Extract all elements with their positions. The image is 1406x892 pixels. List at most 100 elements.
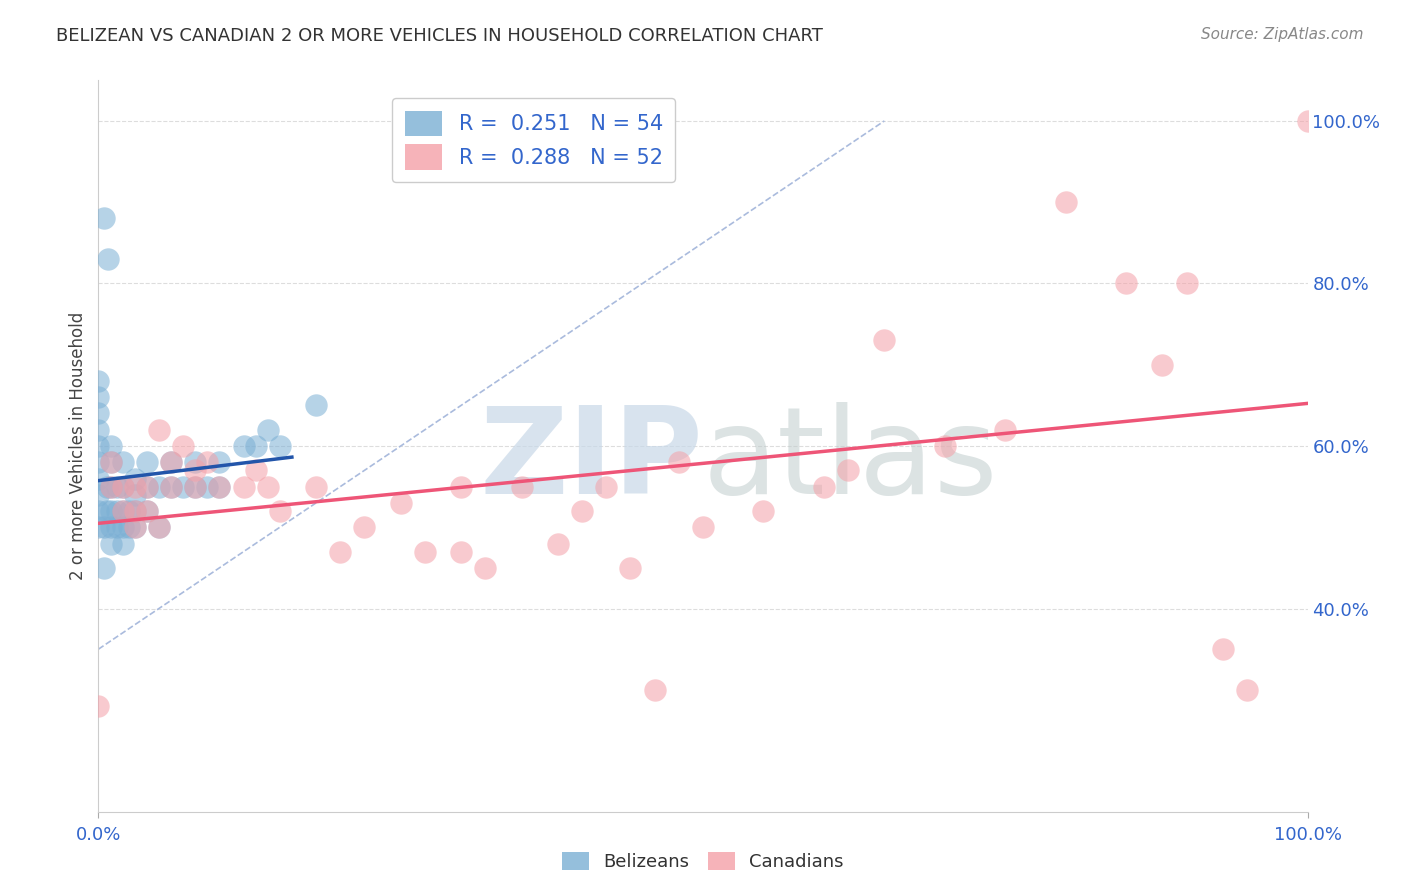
Point: [111, 520, 134, 534]
Point: [93, 561, 115, 575]
Point: [105, 520, 128, 534]
Point: [100, 520, 122, 534]
Point: [93, 520, 115, 534]
Point: [124, 520, 146, 534]
Point: [87, 439, 110, 453]
Point: [1152, 358, 1174, 372]
Text: BELIZEAN VS CANADIAN 2 OR MORE VEHICLES IN HOUSEHOLD CORRELATION CHART: BELIZEAN VS CANADIAN 2 OR MORE VEHICLES …: [56, 27, 823, 45]
Point: [195, 480, 218, 494]
Point: [148, 520, 170, 534]
Point: [208, 480, 231, 494]
Point: [232, 439, 254, 453]
Point: [329, 544, 352, 558]
Point: [111, 455, 134, 469]
Point: [172, 439, 194, 453]
Point: [100, 455, 122, 469]
Point: [184, 455, 207, 469]
Text: atlas: atlas: [703, 402, 998, 519]
Point: [135, 480, 157, 494]
Point: [547, 536, 569, 550]
Point: [135, 504, 157, 518]
Point: [1175, 277, 1198, 291]
Point: [644, 682, 666, 697]
Point: [111, 536, 134, 550]
Point: [1054, 195, 1077, 210]
Point: [510, 480, 533, 494]
Point: [105, 480, 128, 494]
Point: [208, 455, 231, 469]
Point: [245, 463, 267, 477]
Point: [87, 520, 110, 534]
Point: [305, 398, 328, 412]
Point: [450, 544, 472, 558]
Point: [87, 390, 110, 404]
Point: [135, 480, 157, 494]
Point: [1212, 642, 1234, 657]
Point: [256, 423, 278, 437]
Y-axis label: 2 or more Vehicles in Household: 2 or more Vehicles in Household: [69, 312, 87, 580]
Point: [148, 423, 170, 437]
Point: [305, 480, 328, 494]
Point: [124, 480, 146, 494]
Point: [160, 480, 183, 494]
Point: [111, 504, 134, 518]
Point: [93, 211, 115, 226]
Point: [934, 439, 956, 453]
Point: [100, 439, 122, 453]
Point: [160, 455, 183, 469]
Point: [595, 480, 617, 494]
Point: [571, 504, 593, 518]
Point: [87, 699, 110, 714]
Point: [269, 439, 291, 453]
Point: [124, 504, 146, 518]
Point: [87, 423, 110, 437]
Point: [148, 480, 170, 494]
Point: [100, 480, 122, 494]
Point: [87, 374, 110, 388]
Point: [474, 561, 496, 575]
Point: [692, 520, 714, 534]
Text: ZIP: ZIP: [479, 402, 703, 519]
Point: [160, 455, 183, 469]
Point: [87, 471, 110, 485]
Point: [813, 480, 835, 494]
Point: [100, 455, 122, 469]
Point: [195, 455, 218, 469]
Point: [148, 520, 170, 534]
Text: Source: ZipAtlas.com: Source: ZipAtlas.com: [1201, 27, 1364, 42]
Point: [269, 504, 291, 518]
Point: [96, 480, 118, 494]
Point: [87, 455, 110, 469]
Point: [124, 471, 146, 485]
Point: [100, 536, 122, 550]
Legend: R =  0.251   N = 54, R =  0.288   N = 52: R = 0.251 N = 54, R = 0.288 N = 52: [392, 98, 675, 182]
Point: [873, 334, 896, 348]
Point: [389, 496, 412, 510]
Point: [97, 252, 120, 266]
Point: [413, 544, 436, 558]
Point: [1115, 277, 1137, 291]
Point: [172, 480, 194, 494]
Point: [118, 520, 141, 534]
Point: [160, 480, 183, 494]
Point: [245, 439, 267, 453]
Point: [994, 423, 1017, 437]
Point: [837, 463, 859, 477]
Legend: Belizeans, Canadians: Belizeans, Canadians: [555, 845, 851, 879]
Point: [752, 504, 775, 518]
Point: [1296, 114, 1319, 128]
Point: [111, 480, 134, 494]
Point: [184, 480, 207, 494]
Point: [184, 480, 207, 494]
Point: [96, 504, 118, 518]
Point: [450, 480, 472, 494]
Point: [111, 504, 134, 518]
Point: [100, 504, 122, 518]
Point: [124, 520, 146, 534]
Point: [124, 488, 146, 502]
Point: [135, 504, 157, 518]
Point: [100, 480, 122, 494]
Point: [87, 407, 110, 421]
Point: [111, 480, 134, 494]
Point: [668, 455, 690, 469]
